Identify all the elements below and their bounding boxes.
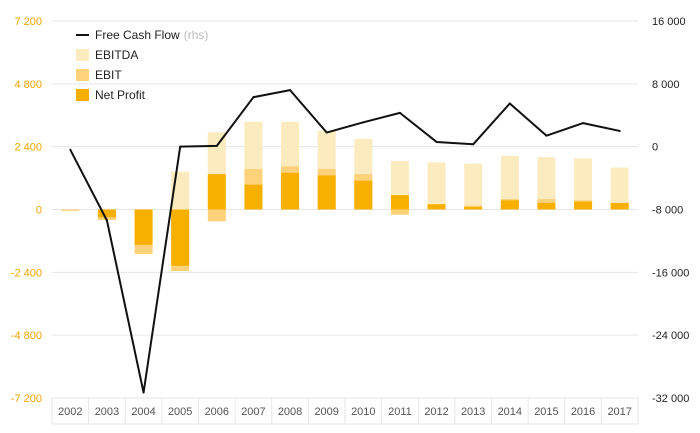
left-axis-tick-label: -4 800: [11, 330, 42, 342]
legend-swatch: [76, 69, 89, 81]
free-cash-flow-point: [252, 96, 255, 99]
free-cash-flow-point: [362, 121, 365, 124]
net-profit-bar: [244, 184, 263, 210]
right-axis-tick-label: 16 000: [652, 16, 686, 28]
x-axis-tick-label: 2016: [571, 406, 595, 418]
legend: Free Cash Flow (rhs) EBITDA EBIT Net Profit: [76, 28, 208, 102]
free-cash-flow-point: [289, 89, 292, 92]
axes: 7 200 4 800 2 400 0 -2 400 -4 800 -7 200 16 000…: [11, 16, 690, 418]
x-axis-tick-label: 2013: [461, 406, 485, 418]
net-profit-bar: [574, 201, 593, 210]
legend-swatch: [76, 89, 89, 101]
left-axis-tick-label: -7 200: [11, 393, 42, 405]
free-cash-flow-point: [325, 131, 328, 134]
net-profit-bar: [610, 202, 629, 210]
x-axis-tick-label: 2009: [314, 406, 338, 418]
net-profit-bar: [281, 172, 300, 210]
free-cash-flow-line-layer: [69, 89, 621, 394]
ebitda-bar: [574, 158, 593, 210]
x-axis-tick-label: 2012: [424, 406, 448, 418]
free-cash-flow-point: [398, 111, 401, 114]
left-axis-tick-label: -2 400: [11, 267, 42, 279]
right-axis-tick-label: 8 000: [652, 79, 680, 91]
x-axis-tick-label: 2007: [241, 406, 265, 418]
free-cash-flow-point: [618, 129, 621, 132]
free-cash-flow-line: [69, 89, 620, 394]
x-axis-tick-label: 2011: [388, 406, 412, 418]
net-profit-bar: [500, 200, 519, 210]
free-cash-flow-point: [472, 143, 475, 146]
ebit-bar: [390, 209, 409, 215]
free-cash-flow-point: [215, 144, 218, 147]
right-axis-tick-label: -16 000: [652, 267, 689, 279]
legend-label-ebitda: EBITDA: [95, 48, 138, 62]
left-axis-tick-label: 7 200: [14, 16, 42, 28]
x-axis-tick-label: 2003: [95, 406, 119, 418]
free-cash-flow-point: [69, 148, 72, 151]
ebitda-bar: [537, 157, 556, 210]
x-axis-tick-label: 2006: [205, 406, 229, 418]
left-axis-tick-label: 0: [36, 205, 42, 217]
net-profit-bar: [464, 206, 483, 210]
ebitda-bar: [500, 155, 519, 210]
right-axis-tick-label: 0: [652, 142, 658, 154]
right-axis-tick-label: -8 000: [652, 205, 683, 217]
legend-label-free-cash-flow: Free Cash Flow (rhs): [95, 28, 208, 42]
x-axis-tick-label: 2008: [278, 406, 302, 418]
net-profit-bar: [537, 202, 556, 210]
x-axis-tick-label: 2004: [131, 406, 155, 418]
net-profit-bar: [317, 175, 336, 210]
grid-lines: [51, 20, 639, 425]
ebitda-bar: [427, 162, 446, 210]
legend-label-ebit: EBIT: [95, 68, 122, 82]
bar-marks: [61, 121, 629, 272]
x-axis-tick-label: 2005: [168, 406, 192, 418]
x-axis-tick-label: 2010: [351, 406, 375, 418]
net-profit-bar: [97, 209, 116, 218]
free-cash-flow-point: [582, 122, 585, 125]
left-axis-tick-label: 2 400: [14, 142, 42, 154]
x-axis-tick-label: 2017: [607, 406, 631, 418]
ebitda-bar: [610, 167, 629, 210]
x-axis-tick-label: 2014: [498, 406, 522, 418]
free-cash-flow-point: [435, 140, 438, 143]
net-profit-bar: [390, 195, 409, 210]
net-profit-bar: [171, 209, 190, 266]
free-cash-flow-point: [105, 219, 108, 222]
x-axis-tick-label: 2015: [534, 406, 558, 418]
net-profit-bar: [207, 174, 226, 210]
ebit-bar: [207, 209, 226, 222]
net-profit-bar: [354, 180, 373, 210]
legend-swatch: [76, 49, 89, 61]
free-cash-flow-point: [179, 145, 182, 148]
legend-label-net-profit: Net Profit: [95, 88, 146, 102]
free-cash-flow-point: [142, 391, 145, 394]
free-cash-flow-point: [545, 134, 548, 137]
net-profit-bar: [134, 209, 153, 245]
left-axis-tick-label: 4 800: [14, 79, 42, 91]
right-axis-tick-label: -24 000: [652, 330, 689, 342]
x-axis-tick-label: 2002: [58, 406, 82, 418]
ebitda-bar: [464, 163, 483, 210]
net-profit-bar: [427, 204, 446, 210]
right-axis-tick-label: -32 000: [652, 393, 689, 405]
free-cash-flow-point: [508, 102, 511, 105]
legend-note: (rhs): [184, 28, 209, 42]
ebit-bar: [61, 209, 80, 211]
